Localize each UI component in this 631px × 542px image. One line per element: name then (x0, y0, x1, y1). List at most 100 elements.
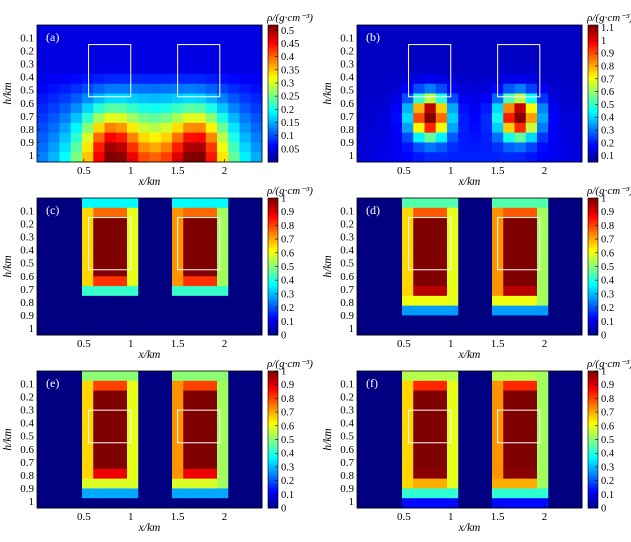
density-cell (183, 276, 195, 287)
panel-tag: (d) (366, 203, 380, 217)
density-cell (570, 400, 583, 411)
colorbar-segment (588, 116, 598, 120)
colorbar-segment (268, 312, 278, 315)
density-cell (115, 237, 128, 248)
x-axis-label: x/km (138, 176, 161, 188)
density-cell (413, 315, 425, 326)
density-cell (93, 34, 105, 45)
density-cell (82, 449, 94, 460)
density-cell (160, 419, 173, 431)
density-cell (160, 122, 173, 134)
density-cell (70, 286, 83, 297)
density-cell (525, 498, 538, 509)
density-cell (368, 142, 380, 153)
density-cell (183, 54, 195, 65)
density-cell (458, 498, 470, 509)
density-cell (250, 305, 263, 316)
density-cell (402, 286, 414, 297)
density-cell (59, 410, 72, 421)
density-cell (93, 439, 105, 450)
colorbar-tick-label: 0.5 (281, 26, 294, 37)
density-cell (104, 44, 117, 55)
density-cell (217, 325, 229, 336)
colorbar-tick-label: 0.5 (281, 435, 294, 446)
density-cell (424, 295, 437, 307)
density-cell (239, 419, 252, 431)
density-cell (93, 152, 105, 163)
density-cell (59, 295, 72, 307)
density-cell (205, 315, 218, 326)
density-cell (104, 325, 117, 336)
density-cell (537, 276, 549, 287)
density-cell (525, 54, 538, 65)
density-cell (250, 142, 263, 153)
density-cell (379, 488, 392, 499)
y-tick-label: 0.1 (340, 206, 354, 218)
density-cell (525, 237, 538, 248)
density-cell (59, 54, 72, 65)
density-cell (559, 410, 572, 421)
colorbar-segment (268, 298, 278, 302)
colorbar-segment (588, 227, 598, 231)
density-cell (82, 122, 94, 134)
density-cell (70, 93, 83, 104)
density-cell (480, 93, 493, 104)
x-tick-label: 1.5 (491, 511, 505, 523)
density-cell (239, 429, 252, 440)
colorbar-segment (588, 95, 598, 99)
density-cell (469, 113, 482, 124)
colorbar-segment (588, 114, 598, 117)
density-cell (59, 276, 72, 287)
density-cell (217, 122, 229, 134)
density-cell (127, 449, 139, 460)
density-cell (492, 295, 504, 307)
density-cell (37, 227, 49, 238)
y-tick-label: 0.6 (20, 271, 34, 283)
density-cell (424, 371, 437, 382)
density-cell (458, 276, 470, 287)
density-cell (402, 83, 414, 94)
colorbar-segment (268, 314, 278, 318)
source-box (177, 217, 221, 271)
density-cell (93, 103, 105, 114)
colorbar-tick-label: 0.5 (601, 100, 614, 111)
density-cell (82, 468, 94, 480)
colorbar-segment (268, 259, 278, 263)
colorbar-segment (588, 248, 598, 252)
density-cell (93, 276, 105, 287)
density-cell (194, 295, 207, 307)
density-cell (458, 315, 470, 326)
density-cell (228, 315, 240, 326)
density-cell (537, 152, 549, 163)
density-cell (48, 132, 60, 143)
density-cell (570, 295, 583, 307)
density-cell (368, 380, 380, 391)
colorbar-segment (588, 471, 598, 475)
density-cell (469, 198, 482, 209)
density-cell (469, 305, 482, 316)
density-cell (59, 142, 72, 153)
density-cell (402, 217, 414, 228)
colorbar-segment (588, 239, 598, 242)
density-cell (379, 73, 392, 85)
density-cell (70, 439, 83, 450)
density-cell (559, 371, 572, 382)
density-cell (149, 227, 162, 238)
density-cell (413, 429, 425, 440)
density-cell (458, 295, 470, 307)
density-cell (239, 286, 252, 297)
density-cell (447, 54, 459, 65)
x-tick-label: 1.5 (491, 338, 505, 350)
density-cell (480, 488, 493, 499)
density-cell (70, 380, 83, 391)
density-cell (390, 152, 403, 163)
density-cell (447, 44, 459, 55)
density-cell (413, 449, 425, 460)
density-cell (390, 25, 403, 36)
density-cell (115, 54, 128, 65)
density-cell (228, 122, 240, 134)
density-cell (435, 266, 448, 277)
colorbar-tick-label: 0.4 (281, 52, 295, 63)
density-cell (503, 315, 515, 326)
density-cell (104, 266, 117, 277)
